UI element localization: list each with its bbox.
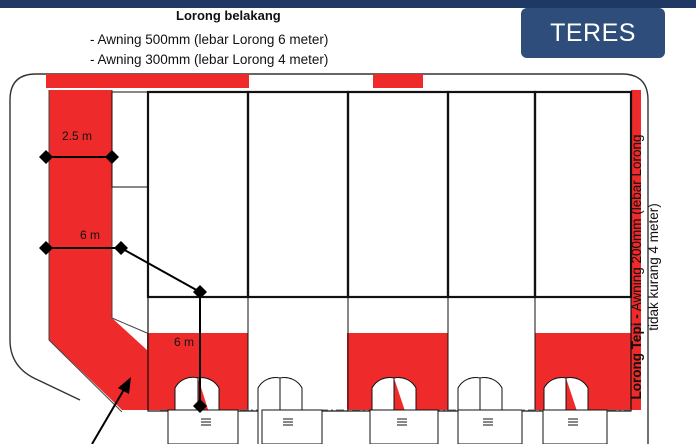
back-awning-strip — [46, 74, 249, 88]
side-lane-line-2: tidak kurang 4 meter) — [646, 203, 661, 331]
unit-1-main — [146, 90, 250, 299]
grille-icon — [397, 418, 407, 426]
diamond-marker — [114, 241, 128, 255]
back-awning-strip-small — [373, 74, 423, 88]
teres-badge-label: TERES — [550, 18, 636, 47]
side-lane-line-1: Awning 200mm (lebar Lorong — [629, 134, 644, 315]
diamond-marker — [105, 150, 119, 164]
dimension-markers — [39, 150, 207, 413]
back-lane-line-1: - Awning 500mm (lebar Lorong 6 meter) — [90, 32, 329, 47]
back-lane-line-2: - Awning 300mm (lebar Lorong 4 meter) — [90, 52, 329, 67]
unit-3-main — [346, 90, 450, 299]
unit-5-main — [533, 90, 633, 299]
dim-label-6m-b: 6 m — [174, 335, 194, 349]
gate-unit-2 — [257, 377, 323, 444]
gate-unit-5 — [542, 377, 608, 444]
side-awning-left — [49, 90, 147, 410]
diamond-marker — [193, 399, 207, 413]
front-gates — [167, 376, 608, 444]
dim-label-2-5m: 2.5 m — [62, 129, 92, 143]
grille-icon — [568, 418, 578, 426]
diamond-marker — [193, 285, 207, 299]
back-lane-title: Lorong belakang — [176, 8, 281, 23]
side-annex — [111, 91, 149, 188]
diamond-marker — [39, 150, 53, 164]
grille-icon — [483, 418, 493, 426]
dim-label-6m-a: 6 m — [80, 228, 100, 242]
unit-2-main — [246, 90, 350, 299]
gate-unit-3 — [369, 377, 439, 444]
side-lane-note: Lorong Tepi - Awning 200mm (lebar Lorong… — [628, 102, 662, 432]
gate-unit-4 — [457, 377, 523, 444]
grille-icon — [283, 418, 293, 426]
grille-icon — [201, 418, 211, 426]
top-banner-strip — [0, 0, 696, 8]
side-awning-right — [631, 90, 641, 410]
terrace-units — [111, 90, 633, 412]
dimension-lines — [46, 156, 201, 406]
side-lane-title: Lorong Tepi - — [629, 314, 644, 400]
site-boundary — [9, 73, 649, 444]
front-awning-3 — [347, 333, 448, 410]
unit-4-main — [446, 90, 537, 299]
pointer-arrow-icon — [91, 377, 131, 444]
diamond-marker — [39, 241, 53, 255]
awning-areas — [46, 74, 641, 410]
dim-line-6m-horizontal-b — [120, 247, 201, 293]
teres-badge: TERES — [521, 8, 665, 58]
